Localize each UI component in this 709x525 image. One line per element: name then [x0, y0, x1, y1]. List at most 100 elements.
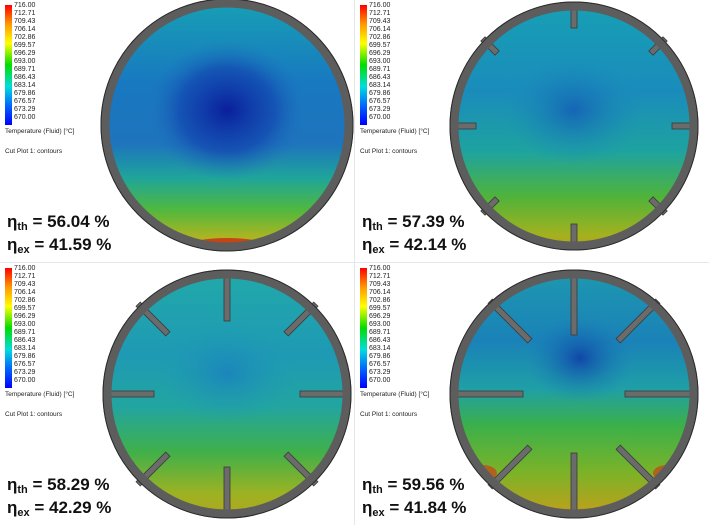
legend-tick: 712.71: [14, 273, 36, 280]
legend-tick: 670.00: [369, 377, 391, 384]
contour-plot: [100, 0, 354, 252]
legend-title: Temperature (Fluid) [°C]: [360, 391, 430, 398]
legend-tick: 706.14: [14, 289, 36, 296]
eta-symbol: η: [362, 235, 373, 254]
thermal-efficiency-value: = 56.04 %: [32, 212, 110, 231]
thermal-efficiency: ηth = 59.56 %: [362, 475, 465, 496]
cut-plot-label: Cut Plot 1: contours: [360, 148, 418, 155]
contour-plot: [449, 269, 699, 519]
thermal-efficiency-value: = 58.29 %: [32, 475, 110, 494]
eta-symbol: η: [7, 475, 18, 494]
panel-short-fins: 716.00 712.71 709.43 706.14 702.86 699.5…: [355, 0, 709, 262]
legend-tick: 693.00: [369, 321, 391, 328]
eta-subscript: th: [17, 221, 28, 233]
legend-tick: 679.86: [14, 353, 36, 360]
legend-tick: 716.00: [369, 2, 391, 9]
eta-subscript: ex: [17, 507, 30, 519]
cut-plot-label: Cut Plot 1: contours: [5, 148, 63, 155]
legend-tick: 696.29: [369, 313, 391, 320]
colorbar: [5, 268, 12, 388]
horizontal-divider: [0, 262, 709, 263]
eta-subscript: ex: [372, 244, 385, 256]
legend-tick: 686.43: [369, 74, 391, 81]
legend-tick: 699.57: [14, 305, 36, 312]
eta-subscript: ex: [17, 244, 30, 256]
legend-tick: 683.14: [369, 82, 391, 89]
eta-subscript: th: [372, 484, 383, 496]
legend-tick: 673.29: [14, 369, 36, 376]
legend-tick: 686.43: [14, 74, 36, 81]
exergy-efficiency: ηex = 42.29 %: [7, 498, 111, 519]
legend-tick: 702.86: [369, 297, 391, 304]
eta-symbol: η: [7, 212, 18, 231]
eta-symbol: η: [7, 498, 18, 517]
legend-tick: 693.00: [369, 58, 391, 65]
legend-tick: 693.00: [14, 321, 36, 328]
legend-tick: 689.71: [369, 66, 391, 73]
legend-tick: 699.57: [14, 42, 36, 49]
legend-tick: 676.57: [369, 361, 391, 368]
legend-tick: 673.29: [14, 106, 36, 113]
eta-symbol: η: [362, 498, 373, 517]
thermal-efficiency: ηth = 58.29 %: [7, 475, 110, 496]
legend-title: Temperature (Fluid) [°C]: [5, 128, 75, 135]
colorbar: [5, 5, 12, 125]
legend-tick: 709.43: [369, 18, 391, 25]
contour-plot: [449, 1, 699, 251]
panel-long-fins: 716.00 712.71 709.43 706.14 702.86 699.5…: [355, 263, 709, 525]
exergy-efficiency-value: = 41.59 %: [34, 235, 112, 254]
cut-plot-label: Cut Plot 1: contours: [360, 411, 418, 418]
legend-title: Temperature (Fluid) [°C]: [5, 391, 75, 398]
legend-tick: 709.43: [14, 18, 36, 25]
thermal-efficiency-value: = 59.56 %: [387, 475, 465, 494]
colorbar: [360, 268, 367, 388]
legend-tick: 693.00: [14, 58, 36, 65]
panel-no-fins: 716.00 712.71 709.43 706.14 702.86 699.5…: [0, 0, 354, 262]
exergy-efficiency-value: = 42.14 %: [389, 235, 467, 254]
legend-tick: 673.29: [369, 106, 391, 113]
legend-tick: 676.57: [14, 361, 36, 368]
legend-tick: 712.71: [14, 10, 36, 17]
legend-tick: 699.57: [369, 305, 391, 312]
legend-tick: 709.43: [14, 281, 36, 288]
legend-tick: 679.86: [369, 353, 391, 360]
legend-tick: 712.71: [369, 273, 391, 280]
exergy-efficiency: ηex = 41.59 %: [7, 235, 111, 256]
contour-plot: [102, 269, 352, 519]
legend-tick: 696.29: [14, 313, 36, 320]
panel-medium-fins: 716.00 712.71 709.43 706.14 702.86 699.5…: [0, 263, 354, 525]
legend-tick: 686.43: [14, 337, 36, 344]
legend-tick: 683.14: [369, 345, 391, 352]
legend-tick: 716.00: [14, 2, 36, 9]
eta-subscript: ex: [372, 507, 385, 519]
legend-tick: 689.71: [14, 66, 36, 73]
legend-tick: 689.71: [369, 329, 391, 336]
colorbar: [360, 5, 367, 125]
legend-tick: 702.86: [14, 297, 36, 304]
legend-tick: 702.86: [14, 34, 36, 41]
eta-symbol: η: [362, 212, 373, 231]
cut-plot-label: Cut Plot 1: contours: [5, 411, 63, 418]
legend-tick: 673.29: [369, 369, 391, 376]
legend-tick: 716.00: [369, 265, 391, 272]
legend-tick: 699.57: [369, 42, 391, 49]
eta-symbol: η: [7, 235, 18, 254]
exergy-efficiency: ηex = 41.84 %: [362, 498, 466, 519]
legend-tick: 670.00: [369, 114, 391, 121]
thermal-efficiency: ηth = 56.04 %: [7, 212, 110, 233]
exergy-efficiency: ηex = 42.14 %: [362, 235, 466, 256]
legend-tick: 683.14: [14, 345, 36, 352]
legend-tick: 706.14: [369, 289, 391, 296]
legend-tick: 689.71: [14, 329, 36, 336]
legend-tick: 716.00: [14, 265, 36, 272]
eta-subscript: th: [17, 484, 28, 496]
legend-tick: 670.00: [14, 114, 36, 121]
legend-tick: 679.86: [369, 90, 391, 97]
legend-tick: 683.14: [14, 82, 36, 89]
legend-tick: 709.43: [369, 281, 391, 288]
eta-symbol: η: [362, 475, 373, 494]
legend-title: Temperature (Fluid) [°C]: [360, 128, 430, 135]
legend-tick: 702.86: [369, 34, 391, 41]
legend-tick: 696.29: [14, 50, 36, 57]
legend-tick: 706.14: [369, 26, 391, 33]
